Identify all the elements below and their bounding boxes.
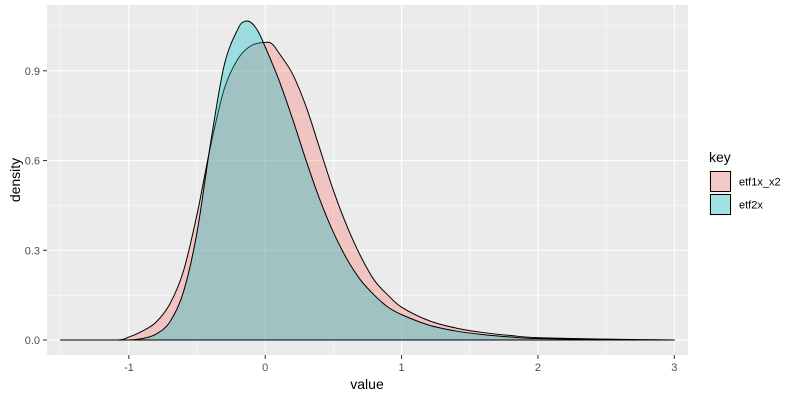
- x-axis-title: value: [350, 376, 384, 392]
- x-tick-label: -1: [124, 362, 134, 374]
- legend-key-background: [709, 193, 732, 216]
- x-tick-label: 1: [399, 362, 405, 374]
- y-axis-title: density: [7, 158, 23, 202]
- legend-key-background: [709, 170, 732, 193]
- y-tick-label: 0.3: [25, 245, 40, 257]
- plot-panel: [47, 5, 688, 355]
- legend-swatch: [710, 194, 731, 215]
- x-tick-label: 3: [671, 362, 677, 374]
- x-tick-label: 2: [535, 362, 541, 374]
- y-tick-label: 0.9: [25, 66, 40, 78]
- legend-item-etf2x: etf2x: [709, 193, 763, 216]
- density-areas: [60, 20, 675, 341]
- legend-item-etf1x-x2: etf1x_x2: [709, 170, 781, 193]
- y-axis-ticks: 0.0 0.3 0.6 0.9: [25, 66, 47, 347]
- density-area-etf1x-x2: [60, 41, 675, 341]
- density-area-etf2x: [60, 20, 675, 341]
- y-tick-label: 0.0: [25, 335, 40, 347]
- legend-label: etf1x_x2: [739, 177, 781, 189]
- x-axis-ticks: -1 0 1 2 3: [124, 355, 677, 374]
- legend-swatch: [710, 171, 731, 192]
- legend-label: etf2x: [739, 200, 763, 212]
- legend-title: key: [709, 149, 731, 165]
- minor-gridlines: [47, 5, 688, 355]
- y-tick-label: 0.6: [25, 156, 40, 168]
- x-tick-label: 0: [262, 362, 268, 374]
- legend: key etf1x_x2 etf2x: [709, 149, 781, 216]
